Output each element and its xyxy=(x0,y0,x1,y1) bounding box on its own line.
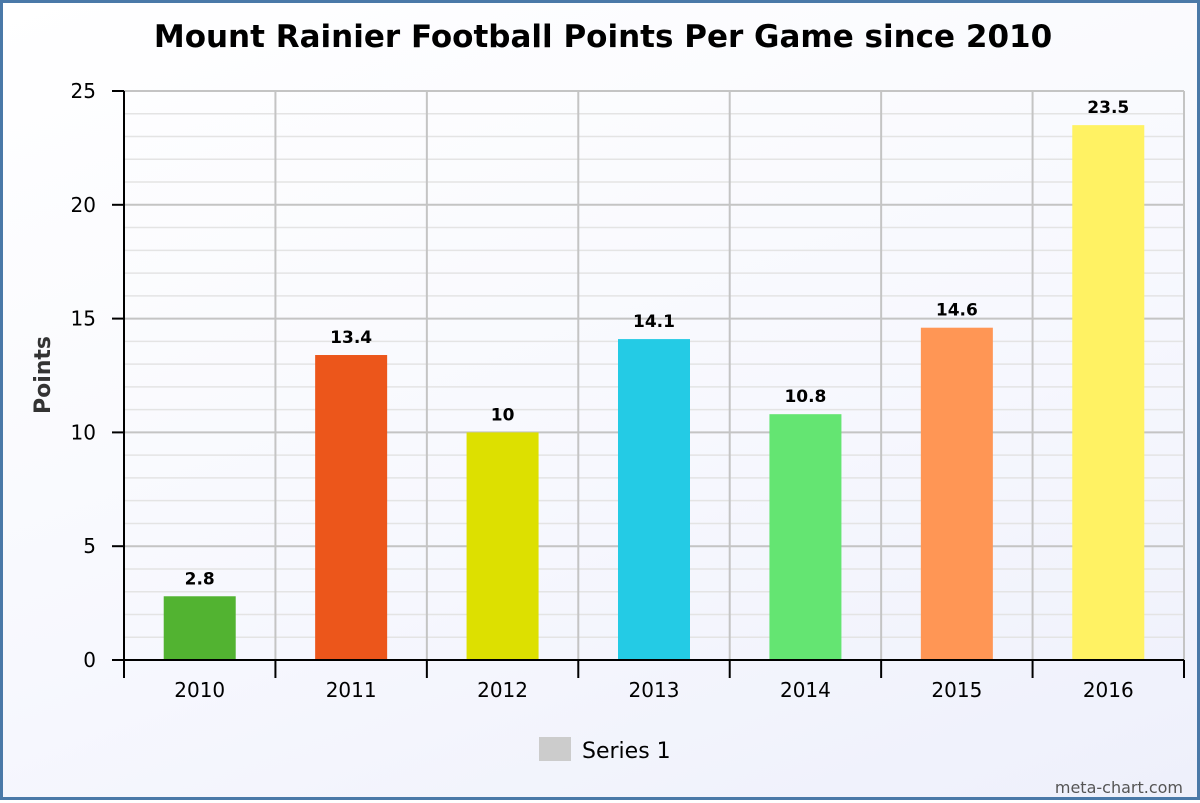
chart-title: Mount Rainier Football Points Per Game s… xyxy=(154,19,1052,55)
legend: Series 1 xyxy=(539,737,671,764)
axes xyxy=(112,91,1184,661)
x-tick-labels: 2010 2011 2012 2013 2014 2015 2016 xyxy=(123,660,1185,702)
bar-2014 xyxy=(769,414,842,660)
legend-swatch-series-1 xyxy=(539,737,571,761)
data-label-2011: 13.4 xyxy=(330,328,372,348)
y-tick-label: 10 xyxy=(71,420,96,444)
data-label-2014: 10.8 xyxy=(784,387,826,407)
data-label-2010: 2.8 xyxy=(185,569,215,589)
y-tick-labels: 0 5 10 15 20 25 xyxy=(71,79,124,672)
bar-2010 xyxy=(163,596,236,660)
bar-chart: Mount Rainier Football Points Per Game s… xyxy=(31,19,1185,797)
y-tick-label: 0 xyxy=(83,648,96,672)
x-tick-label: 2012 xyxy=(477,678,528,702)
bar-2012 xyxy=(466,432,539,660)
y-tick-label: 5 xyxy=(83,534,96,558)
bar-2013 xyxy=(618,339,690,660)
data-label-2016: 23.5 xyxy=(1087,98,1129,118)
y-tick-label: 15 xyxy=(71,307,96,331)
x-tick-label: 2013 xyxy=(629,678,680,702)
bar-2015 xyxy=(920,327,993,660)
x-tick-label: 2010 xyxy=(174,678,225,702)
data-labels: 2.8 13.4 10 14.1 10.8 14.6 23.5 xyxy=(185,98,1130,589)
bars xyxy=(163,125,1145,660)
legend-label-series-1: Series 1 xyxy=(582,739,671,764)
bar-2016 xyxy=(1072,125,1145,660)
data-label-2013: 14.1 xyxy=(633,312,675,332)
x-tick-label: 2016 xyxy=(1083,678,1134,702)
y-axis-label: Points xyxy=(31,336,56,414)
bar-2011 xyxy=(315,355,388,660)
x-tick-label: 2014 xyxy=(780,678,831,702)
x-tick-label: 2011 xyxy=(326,678,377,702)
x-tick-label: 2015 xyxy=(931,678,982,702)
watermark-text: meta-chart.com xyxy=(1055,778,1183,797)
y-tick-label: 20 xyxy=(71,193,96,217)
y-tick-label: 25 xyxy=(71,79,96,103)
minor-gridlines xyxy=(124,113,1184,638)
data-label-2015: 14.6 xyxy=(936,301,978,321)
data-label-2012: 10 xyxy=(491,405,515,425)
vertical-gridlines xyxy=(274,91,1185,660)
